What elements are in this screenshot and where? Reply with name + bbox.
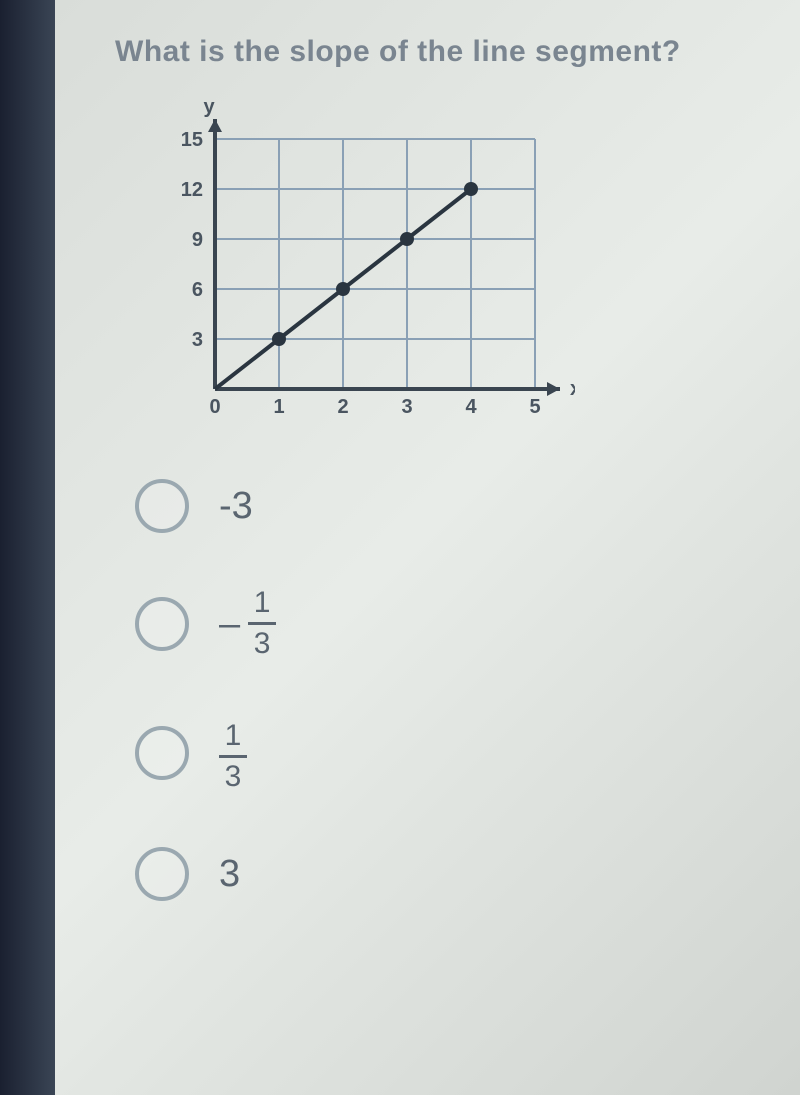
svg-text:12: 12 <box>181 179 203 201</box>
answer-options: -3 – 1 3 1 <box>135 479 770 901</box>
fraction-numerator: 1 <box>225 721 242 751</box>
option-a[interactable]: -3 <box>135 479 770 533</box>
svg-text:9: 9 <box>192 229 203 251</box>
question-title: What is the slope of the line segment? <box>115 35 770 69</box>
option-c[interactable]: 1 3 <box>135 714 770 792</box>
chart-svg: 0123453691215xy <box>145 99 575 439</box>
svg-text:y: y <box>203 99 215 118</box>
svg-text:4: 4 <box>465 396 477 418</box>
svg-text:x: x <box>570 378 575 400</box>
screen-edge <box>0 0 55 1095</box>
radio-icon[interactable] <box>135 726 189 780</box>
svg-text:0: 0 <box>209 396 220 418</box>
question-panel: What is the slope of the line segment? 0… <box>55 0 800 976</box>
radio-icon[interactable] <box>135 597 189 651</box>
svg-text:5: 5 <box>529 396 540 418</box>
svg-text:1: 1 <box>273 396 284 418</box>
negative-sign: – <box>219 605 240 643</box>
option-d-label: 3 <box>219 855 240 893</box>
option-b[interactable]: – 1 3 <box>135 588 770 659</box>
fraction-bar <box>219 755 247 758</box>
radio-icon[interactable] <box>135 847 189 901</box>
svg-text:3: 3 <box>401 396 412 418</box>
option-a-label: -3 <box>219 487 253 525</box>
svg-text:15: 15 <box>181 129 203 151</box>
svg-text:6: 6 <box>192 279 203 301</box>
fraction-numerator: 1 <box>254 588 271 618</box>
radio-icon[interactable] <box>135 479 189 533</box>
slope-chart: 0123453691215xy <box>145 99 575 439</box>
svg-text:2: 2 <box>337 396 348 418</box>
option-c-label: 1 3 <box>219 714 247 792</box>
svg-text:3: 3 <box>192 329 203 351</box>
option-b-label: – 1 3 <box>219 588 276 659</box>
fraction-denominator: 3 <box>225 762 242 792</box>
option-d[interactable]: 3 <box>135 847 770 901</box>
fraction-denominator: 3 <box>254 629 271 659</box>
fraction-bar <box>248 622 276 625</box>
